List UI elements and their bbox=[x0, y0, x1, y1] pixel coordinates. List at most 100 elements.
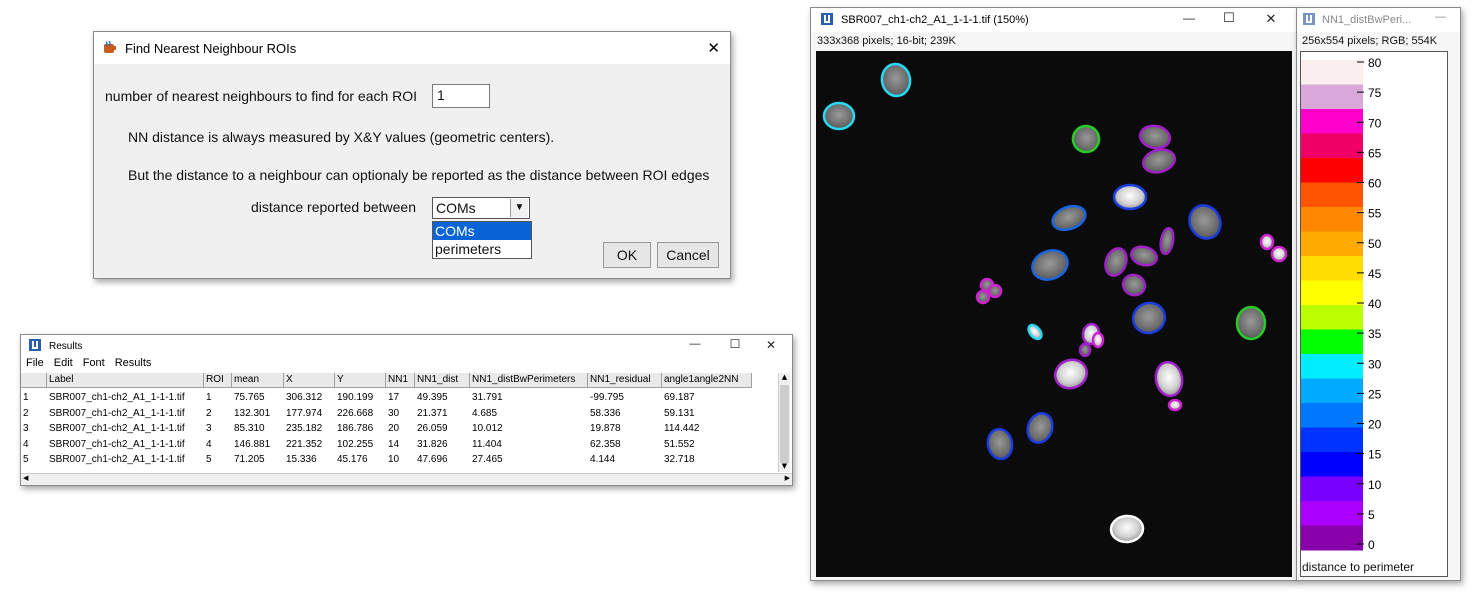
nucleus-roi[interactable] bbox=[1049, 202, 1088, 234]
table-cell[interactable]: SBR007_ch1-ch2_A1_1-1-1.tif bbox=[49, 407, 185, 419]
close-icon[interactable]: ✕ bbox=[707, 40, 720, 57]
table-cell[interactable]: 31.826 bbox=[417, 438, 448, 450]
column-header[interactable]: Label bbox=[47, 373, 204, 388]
column-header[interactable]: angle1angle2NN bbox=[662, 373, 752, 388]
table-cell[interactable]: 114.442 bbox=[664, 423, 700, 434]
column-header[interactable]: ROI bbox=[204, 373, 232, 388]
table-cell[interactable]: SBR007_ch1-ch2_A1_1-1-1.tif bbox=[49, 454, 185, 465]
column-header[interactable]: X bbox=[284, 373, 335, 388]
table-cell[interactable]: 4.144 bbox=[590, 454, 616, 465]
table-cell[interactable]: 1 bbox=[23, 392, 29, 403]
table-cell[interactable]: 85.310 bbox=[234, 423, 265, 434]
table-cell[interactable]: SBR007_ch1-ch2_A1_1-1-1.tif bbox=[49, 392, 185, 403]
close-icon[interactable]: ✕ bbox=[765, 338, 777, 352]
nucleus-roi[interactable] bbox=[1167, 398, 1183, 412]
menu-results[interactable]: Results bbox=[114, 357, 152, 369]
maximize-icon[interactable]: ☐ bbox=[1223, 10, 1235, 25]
table-cell[interactable]: 10.012 bbox=[472, 423, 503, 434]
table-cell[interactable]: 5 bbox=[206, 454, 212, 465]
table-cell[interactable]: 21.371 bbox=[417, 407, 448, 419]
table-cell[interactable]: 27.465 bbox=[472, 454, 503, 465]
table-cell[interactable]: SBR007_ch1-ch2_A1_1-1-1.tif bbox=[49, 423, 185, 434]
table-cell[interactable]: 32.718 bbox=[664, 454, 695, 465]
table-cell[interactable]: 59.131 bbox=[664, 407, 695, 419]
nucleus-roi[interactable] bbox=[975, 289, 991, 305]
column-header[interactable] bbox=[21, 373, 47, 388]
table-cell[interactable]: 31.791 bbox=[472, 392, 503, 403]
table-cell[interactable]: 75.765 bbox=[234, 392, 265, 403]
table-cell[interactable]: 190.199 bbox=[337, 392, 374, 403]
vertical-scroll-thumb[interactable] bbox=[780, 385, 789, 463]
table-cell[interactable]: -99.795 bbox=[590, 392, 624, 403]
nucleus-roi[interactable] bbox=[1184, 200, 1227, 244]
nucleus-roi[interactable] bbox=[986, 427, 1015, 461]
table-cell[interactable]: 4 bbox=[23, 438, 29, 450]
menu-edit[interactable]: Edit bbox=[53, 357, 73, 369]
table-cell[interactable]: 71.205 bbox=[234, 454, 265, 465]
table-cell[interactable]: 15.336 bbox=[286, 454, 317, 465]
nucleus-roi[interactable] bbox=[1159, 226, 1175, 256]
table-cell[interactable]: 146.881 bbox=[234, 438, 271, 450]
nucleus-roi[interactable] bbox=[1078, 342, 1092, 358]
table-cell[interactable]: 5 bbox=[23, 454, 29, 465]
nucleus-roi[interactable] bbox=[1051, 355, 1091, 392]
menu-file[interactable]: File bbox=[26, 357, 44, 369]
table-cell[interactable]: 1 bbox=[206, 392, 212, 403]
nucleus-roi[interactable] bbox=[1259, 233, 1275, 251]
table-cell[interactable]: 58.336 bbox=[590, 407, 621, 419]
table-cell[interactable]: 20 bbox=[388, 423, 400, 434]
nucleus-roi[interactable] bbox=[1270, 245, 1288, 263]
table-cell[interactable]: 45.176 bbox=[337, 454, 368, 465]
minimize-icon[interactable]: — bbox=[689, 338, 701, 350]
table-cell[interactable]: 10 bbox=[388, 454, 400, 465]
nucleus-roi[interactable] bbox=[1112, 183, 1148, 211]
nucleus-roi[interactable] bbox=[1028, 246, 1071, 285]
cancel-button[interactable]: Cancel bbox=[657, 242, 719, 268]
table-cell[interactable]: 221.352 bbox=[286, 438, 323, 450]
table-cell[interactable]: 49.395 bbox=[417, 392, 448, 403]
table-cell[interactable]: 11.404 bbox=[472, 438, 502, 450]
menu-font[interactable]: Font bbox=[82, 357, 105, 369]
nucleus-roi[interactable] bbox=[1109, 514, 1145, 544]
nucleus-roi[interactable] bbox=[1026, 323, 1044, 342]
close-icon[interactable]: ✕ bbox=[1265, 11, 1277, 26]
column-header[interactable]: Y bbox=[335, 373, 386, 388]
option-perimeters[interactable]: perimeters bbox=[435, 241, 502, 257]
column-header[interactable]: mean bbox=[232, 373, 284, 388]
table-cell[interactable]: 3 bbox=[23, 423, 29, 434]
distance-mode-select[interactable]: COMs ▼ bbox=[432, 197, 530, 219]
table-cell[interactable]: 14 bbox=[388, 438, 400, 450]
nucleus-roi[interactable] bbox=[1153, 360, 1185, 398]
nucleus-roi[interactable] bbox=[1129, 244, 1159, 268]
table-cell[interactable]: 186.786 bbox=[337, 423, 374, 434]
nucleus-roi[interactable] bbox=[987, 283, 1003, 299]
table-cell[interactable]: 51.552 bbox=[664, 438, 695, 450]
nucleus-roi[interactable] bbox=[1129, 298, 1169, 337]
table-cell[interactable]: 306.312 bbox=[286, 392, 323, 403]
scroll-down-icon[interactable]: ▼ bbox=[781, 462, 788, 470]
table-cell[interactable]: 17 bbox=[388, 392, 400, 403]
nucleus-roi[interactable] bbox=[1141, 146, 1178, 176]
table-cell[interactable]: 4.685 bbox=[472, 407, 498, 419]
table-cell[interactable]: 235.182 bbox=[286, 423, 323, 434]
table-cell[interactable]: 69.187 bbox=[664, 392, 695, 403]
nucleus-roi[interactable] bbox=[1102, 245, 1130, 278]
nucleus-roi[interactable] bbox=[1068, 121, 1104, 157]
table-cell[interactable]: 26.059 bbox=[417, 423, 448, 434]
table-cell[interactable]: 30 bbox=[388, 407, 400, 419]
column-header[interactable]: NN1 bbox=[386, 373, 415, 388]
nucleus-roi[interactable] bbox=[1024, 410, 1057, 446]
table-cell[interactable]: 132.301 bbox=[234, 407, 271, 419]
option-coms[interactable]: COMs bbox=[433, 222, 531, 240]
minimize-icon[interactable]: — bbox=[1183, 11, 1195, 25]
nucleus-roi[interactable] bbox=[1120, 272, 1148, 298]
scroll-left-icon[interactable]: ◀ bbox=[23, 474, 29, 482]
table-cell[interactable]: 102.255 bbox=[337, 438, 374, 450]
table-cell[interactable]: 19.878 bbox=[590, 423, 621, 434]
ok-button[interactable]: OK bbox=[603, 242, 651, 268]
column-header[interactable]: NN1_dist bbox=[415, 373, 470, 388]
maximize-icon[interactable]: ☐ bbox=[729, 337, 741, 351]
nucleus-roi[interactable] bbox=[822, 101, 856, 131]
nn-count-input[interactable]: 1 bbox=[432, 84, 490, 108]
table-cell[interactable]: 177.974 bbox=[286, 407, 323, 419]
